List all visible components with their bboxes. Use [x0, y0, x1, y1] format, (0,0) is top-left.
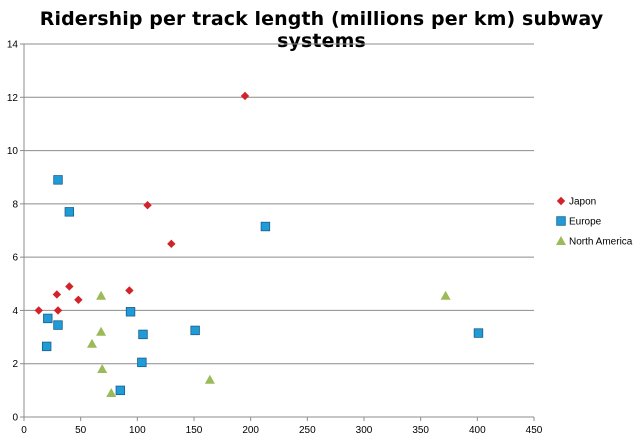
x-tick-label: 350	[412, 425, 429, 436]
point-japon	[125, 286, 134, 295]
y-tick-label: 10	[7, 146, 19, 157]
x-tick-label: 150	[186, 425, 203, 436]
y-tick-label: 8	[12, 199, 18, 210]
gridlines	[24, 43, 534, 365]
legend: Japon Europe North America	[556, 197, 633, 248]
point-europe	[138, 329, 148, 340]
x-tick-label: 250	[299, 425, 316, 436]
y-tick-label: 14	[7, 40, 19, 51]
point-japon	[34, 306, 43, 315]
chart-title: Ridership per track length (millions per…	[39, 8, 604, 52]
x-tick-label: 200	[242, 425, 259, 436]
point-north-america	[96, 290, 107, 300]
point-japon	[52, 290, 62, 299]
point-north-america	[97, 364, 108, 374]
data-points	[34, 91, 484, 398]
y-tick-label: 0	[12, 413, 18, 424]
point-japon	[74, 295, 83, 304]
legend-label-japon: Japon	[569, 197, 596, 208]
point-europe	[41, 341, 52, 352]
point-north-america	[204, 374, 215, 384]
y-tick-label: 6	[12, 253, 18, 264]
point-europe	[53, 175, 63, 185]
point-europe	[53, 320, 63, 330]
point-europe	[190, 325, 200, 336]
point-north-america	[96, 326, 107, 336]
axes: 0 2 4 6 8 10 12 14 0 50 100 150 200 250 300 350 400 450	[7, 40, 543, 437]
point-europe	[64, 207, 75, 217]
point-japon	[143, 200, 152, 210]
point-europe	[137, 357, 147, 368]
point-europe	[115, 385, 126, 396]
legend-marker-japon	[556, 196, 566, 206]
y-tick-label: 2	[12, 359, 18, 370]
point-europe	[43, 313, 53, 324]
legend-marker-europe	[556, 216, 566, 226]
x-tick-label: 450	[526, 425, 543, 436]
x-tick-label: 50	[75, 425, 87, 436]
x-tick-label: 400	[469, 425, 486, 436]
point-north-america	[440, 290, 451, 300]
point-japon	[65, 282, 74, 291]
point-north-america	[87, 338, 97, 348]
legend-label-north-america: North America	[569, 237, 633, 248]
point-north-america	[106, 388, 117, 398]
legend-marker-north-america	[556, 236, 566, 245]
point-europe	[473, 328, 484, 338]
point-japon	[167, 239, 176, 249]
y-tick-label: 4	[12, 306, 18, 317]
point-japon	[53, 306, 63, 315]
point-europe	[260, 221, 271, 232]
point-europe	[125, 307, 136, 317]
x-tick-label: 0	[21, 425, 27, 436]
x-tick-label: 100	[129, 425, 146, 436]
x-tick-label: 300	[356, 425, 373, 436]
y-tick-label: 12	[7, 93, 19, 104]
legend-label-europe: Europe	[569, 217, 602, 228]
point-japon	[240, 91, 250, 101]
